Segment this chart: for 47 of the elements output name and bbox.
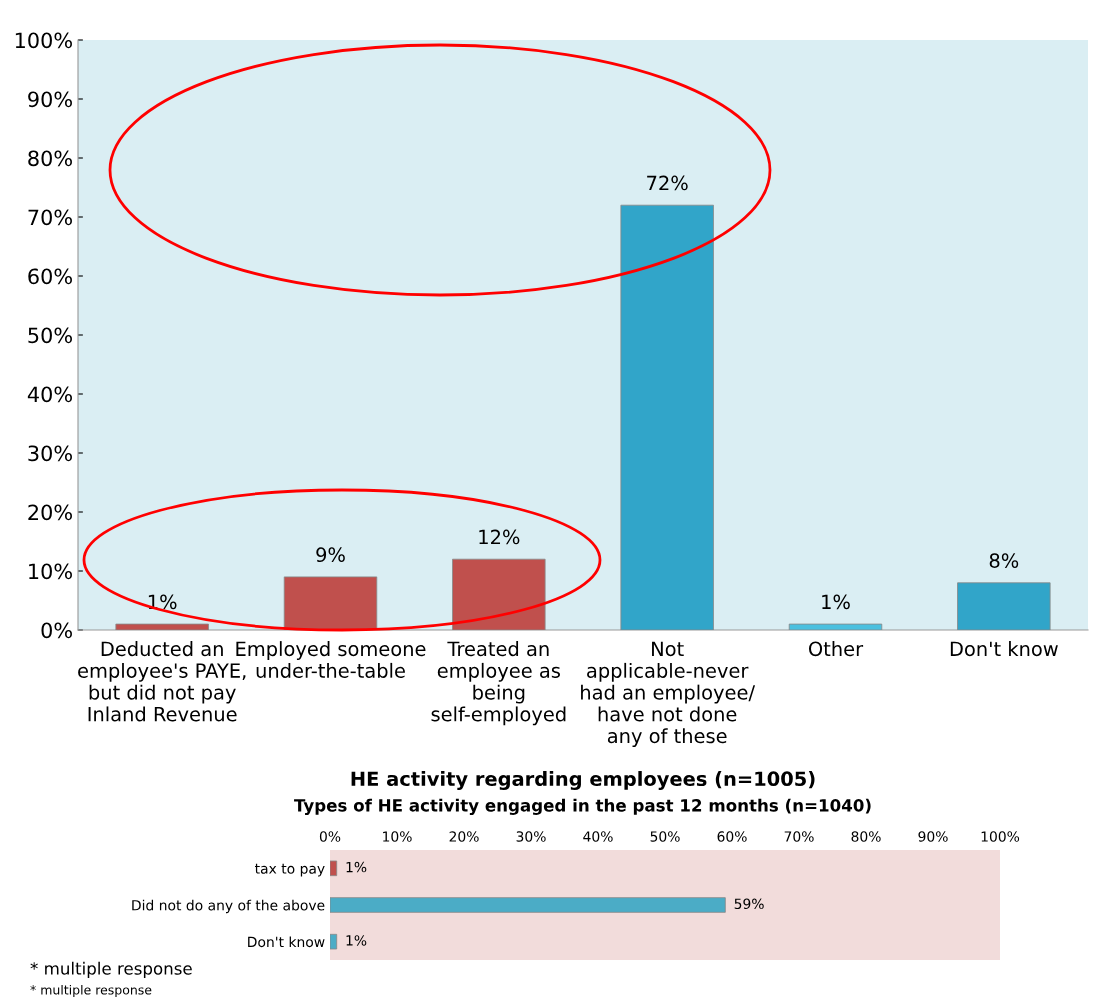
x-tick-label: Treated an employee as being self-employed <box>431 641 566 726</box>
x-tick-label: 10% <box>383 831 412 842</box>
bar <box>115 623 209 630</box>
text: * multiple response <box>30 984 152 997</box>
text: HE activity regarding employees (n=1005) <box>351 771 815 790</box>
x-tick-label: 80% <box>851 831 881 842</box>
text: * multiple response <box>30 961 192 978</box>
y-tick-label: 40% <box>27 386 72 403</box>
bar <box>452 558 546 630</box>
chart-title: Types of HE activity engaged in the past 12 months (n=1040) <box>294 798 871 815</box>
y-tick-label: 50% <box>28 327 72 344</box>
data-label: 8% <box>989 553 1019 568</box>
x-tick-label: 100% <box>981 831 1020 842</box>
data-label: 12% <box>479 529 520 545</box>
x-tick-label: 60% <box>717 831 747 842</box>
x-tick-label: Other <box>808 641 864 657</box>
x-tick-label: 0% <box>319 831 341 842</box>
data-label: 9% <box>316 547 345 563</box>
y-tick-label: 100% <box>15 32 72 49</box>
data-label: 72% <box>647 175 688 191</box>
x-tick-label: 90% <box>918 831 948 842</box>
bar <box>620 204 714 630</box>
y-tick-label: 30% <box>28 445 72 462</box>
data-label: 1% <box>346 861 367 873</box>
x-tick-label: 70% <box>784 831 814 842</box>
y-tick-label: 80% <box>28 150 72 167</box>
x-tick-label: 50% <box>650 831 680 842</box>
x-tick-label: Don't know <box>950 641 1058 657</box>
x-tick-label: Not applicable-never had an employee/ have not done any of these <box>581 641 756 748</box>
y-tick-label: 70% <box>28 209 72 226</box>
data-label: 1% <box>346 935 367 946</box>
x-tick-label: 30% <box>516 831 546 842</box>
y-tick-label: Did not do any of the above <box>132 899 325 914</box>
y-tick-label: 10% <box>29 563 72 580</box>
bar <box>957 582 1051 630</box>
y-tick-label: Don't know <box>248 936 325 948</box>
x-tick-label: 20% <box>449 831 479 842</box>
data-label: 1% <box>822 594 850 610</box>
data-label: 59% <box>734 898 764 910</box>
x-tick-label: 40% <box>583 831 613 842</box>
bar <box>788 623 883 630</box>
y-tick-label: 90% <box>28 91 72 108</box>
y-tick-label: 60% <box>28 268 72 285</box>
bar <box>283 576 378 630</box>
y-tick-label: 0% <box>41 622 72 639</box>
y-tick-label: 20% <box>28 504 72 521</box>
y-tick-label: tax to pay <box>255 863 325 877</box>
